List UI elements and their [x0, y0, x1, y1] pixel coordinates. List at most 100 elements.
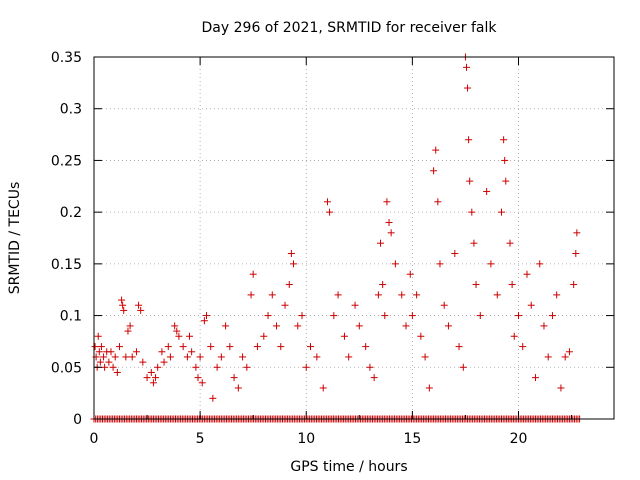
data-point [287, 250, 295, 258]
data-point [340, 332, 348, 340]
data-point [101, 363, 109, 371]
data-point [379, 281, 387, 289]
data-point [506, 239, 514, 247]
data-point [476, 312, 484, 320]
data-point [139, 358, 147, 366]
data-point [222, 322, 230, 330]
x-tick-label: 20 [510, 431, 528, 447]
data-point [166, 353, 174, 361]
data-point [468, 208, 476, 216]
data-point [147, 368, 155, 376]
x-tick-label: 15 [403, 431, 421, 447]
data-point [466, 177, 474, 185]
data-point [186, 332, 194, 340]
data-point [425, 384, 433, 392]
data-point [323, 198, 331, 206]
data-point [239, 353, 247, 361]
data-point [290, 260, 298, 268]
data-point [565, 348, 573, 356]
data-point [194, 374, 202, 382]
data-point [385, 218, 393, 226]
x-tick-label: 0 [90, 431, 99, 447]
y-tick-label: 0.35 [51, 50, 82, 66]
data-point [120, 306, 128, 314]
data-point [553, 291, 561, 299]
data-point [105, 358, 113, 366]
data-point [192, 363, 200, 371]
data-point [94, 332, 102, 340]
data-point [362, 343, 370, 351]
data-point [209, 394, 217, 402]
data-point [465, 136, 473, 144]
data-point [391, 260, 399, 268]
data-point [306, 343, 314, 351]
data-point [107, 348, 115, 356]
data-point [158, 348, 166, 356]
data-point [487, 260, 495, 268]
data-point [472, 281, 480, 289]
data-point [118, 296, 126, 304]
data-point [132, 348, 140, 356]
data-point [514, 312, 522, 320]
axis-ticks: 0 0.05 0.1 0.15 0.2 0.25 0.3 0.35 0 5 10 15 20 [51, 50, 614, 447]
data-point [330, 312, 338, 320]
data-point [508, 281, 516, 289]
data-point [137, 306, 145, 314]
data-point [434, 198, 442, 206]
data-point [207, 343, 215, 351]
data-point [196, 353, 204, 361]
data-point [281, 301, 289, 309]
data-point [95, 348, 103, 356]
data-point [417, 332, 425, 340]
data-point [462, 63, 470, 71]
data-point [154, 363, 162, 371]
data-point [115, 343, 123, 351]
data-point [451, 250, 459, 258]
data-point [277, 343, 285, 351]
data-points [90, 53, 584, 423]
data-point [264, 312, 272, 320]
data-point [160, 358, 168, 366]
x-tick-label: 5 [196, 431, 205, 447]
data-point [294, 322, 302, 330]
x-tick-label: 10 [297, 431, 315, 447]
y-tick-label: 0.3 [60, 102, 82, 118]
data-point [268, 291, 276, 299]
y-tick-label: 0.25 [51, 153, 82, 169]
data-point [557, 384, 565, 392]
data-point [432, 146, 440, 154]
data-point [217, 353, 225, 361]
data-point [455, 343, 463, 351]
data-point [164, 343, 172, 351]
data-point [171, 322, 179, 330]
x-axis-label: GPS time / hours [290, 459, 407, 475]
data-point [536, 260, 544, 268]
data-point [183, 353, 191, 361]
data-point [561, 353, 569, 361]
data-point [570, 281, 578, 289]
data-point [498, 208, 506, 216]
data-point [319, 384, 327, 392]
data-point [213, 363, 221, 371]
data-point [334, 291, 342, 299]
data-point [143, 374, 151, 382]
data-point [544, 353, 552, 361]
data-point [383, 198, 391, 206]
data-point [406, 270, 414, 278]
data-point [430, 167, 438, 175]
data-point [326, 208, 334, 216]
data-point [374, 291, 382, 299]
data-point [413, 291, 421, 299]
data-point [298, 312, 306, 320]
data-point [247, 291, 255, 299]
data-point [128, 353, 136, 361]
data-point [91, 343, 99, 351]
data-point [527, 301, 535, 309]
data-point [345, 353, 353, 361]
data-point [531, 374, 539, 382]
data-point [253, 343, 261, 351]
data-point [96, 358, 104, 366]
data-point [135, 301, 143, 309]
data-point [313, 353, 321, 361]
data-point [302, 363, 310, 371]
